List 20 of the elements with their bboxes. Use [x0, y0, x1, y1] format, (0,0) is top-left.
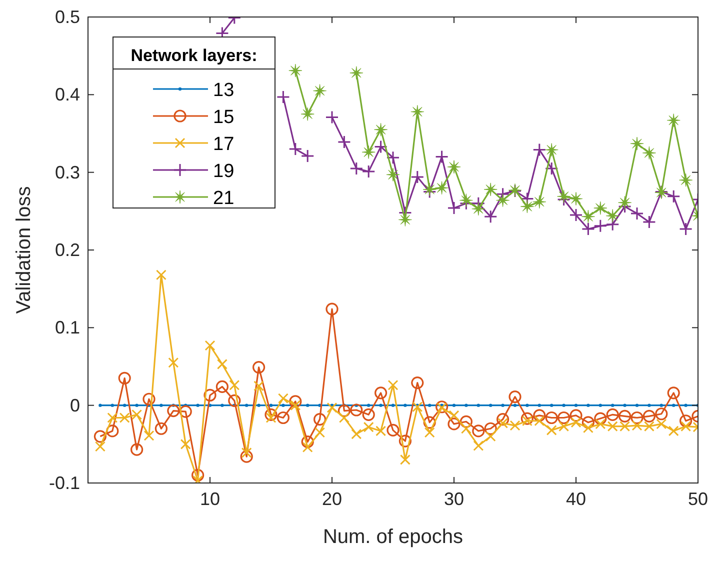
y-axis-title: Validation loss [13, 186, 35, 314]
y-tick-label: 0.4 [54, 84, 80, 105]
y-tick-label: 0.2 [54, 240, 80, 260]
y-tick-label: 0.5 [54, 7, 80, 27]
legend-label: 19 [213, 161, 234, 182]
legend-label: 21 [213, 188, 234, 209]
x-axis-title: Num. of epochs [322, 526, 464, 548]
legend-label: 13 [213, 80, 234, 101]
legend-title: Network layers: [130, 46, 258, 65]
x-tick-label: 20 [322, 489, 342, 509]
x-tick-label: 10 [200, 489, 220, 509]
legend-label: 17 [213, 134, 234, 155]
y-tick-label: 0.1 [54, 318, 80, 338]
x-tick-label: 30 [444, 489, 464, 509]
y-tick-label: 0.3 [54, 162, 80, 182]
x-tick-label: 40 [566, 489, 586, 509]
legend-label: 15 [213, 107, 234, 128]
y-tick-label: 0 [70, 395, 80, 416]
y-tick-label: -0.1 [48, 473, 80, 493]
x-tick-label: 50 [688, 489, 708, 509]
